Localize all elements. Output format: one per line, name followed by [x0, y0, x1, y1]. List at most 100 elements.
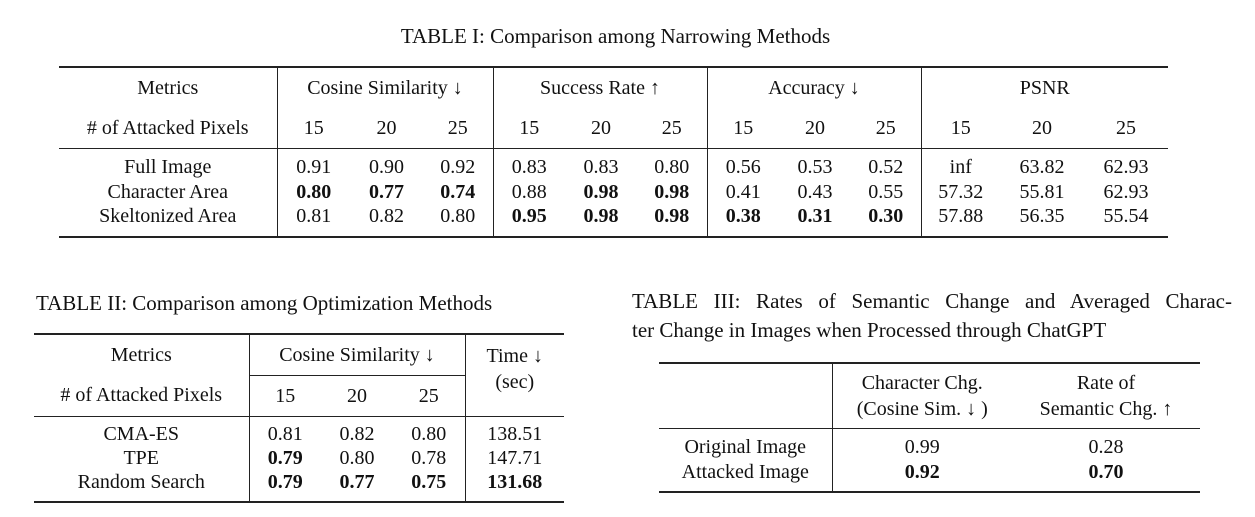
table-row: Skeltonized Area 0.81 0.82 0.80 0.95 0.9…: [59, 204, 1168, 238]
table2-caption: TABLE II: Comparison among Optimization …: [36, 291, 493, 315]
table1-pixels-row: # of Attacked Pixels 15 20 25 15 20 25 1…: [59, 108, 1168, 149]
table-cell: 0.75: [393, 470, 466, 503]
table-cell: 0.70: [1012, 460, 1200, 493]
table-cell: 62.93: [1103, 180, 1149, 203]
table1-caption: TABLE I: Comparison among Narrowing Meth…: [400, 24, 831, 48]
table-row: Character Area 0.80 0.77 0.74 0.88 0.98 …: [59, 179, 1168, 204]
table-cell: 0.81: [277, 204, 350, 238]
table-cell: 0.56: [707, 148, 779, 180]
table3-caption: TABLE III: Rates of Semantic Change and …: [632, 287, 1232, 345]
table-cell: inf: [921, 148, 1000, 180]
table1-metrics-header: Metrics: [59, 66, 278, 108]
table1-pixel-count: 15: [950, 116, 971, 139]
table-cell: 55.54: [1084, 204, 1168, 238]
table-cell: 0.95: [493, 204, 565, 238]
table-cell: 0.92: [423, 148, 494, 180]
table-cell: 0.98: [583, 180, 619, 203]
table-row: Full Image 0.91 0.90 0.92 0.83 0.83 0.80…: [59, 148, 1168, 180]
table1-group-header: Success Rate ↑: [493, 66, 708, 108]
table-cell: 0.38: [707, 204, 779, 238]
table3-col1-line2: (Cosine Sim. ↓ ): [856, 398, 988, 420]
table-cell: 147.71: [487, 447, 543, 469]
table-row: Attacked Image 0.92 0.70: [659, 460, 1200, 493]
table-cell: 0.79: [249, 470, 321, 503]
table3-col1-header: Character Chg. (Cosine Sim. ↓ ): [832, 362, 1012, 429]
table2-row-name: CMA-ES: [34, 416, 250, 446]
table1: Metrics Cosine Similarity ↓ Success Rate…: [59, 66, 1168, 238]
table2-pixels-label: # of Attacked Pixels: [34, 375, 250, 417]
table1-pixel-count: 25: [1116, 116, 1136, 139]
table3-header-row: Character Chg. (Cosine Sim. ↓ ) Rate of …: [659, 362, 1200, 429]
table-cell: 0.83: [565, 148, 637, 180]
table-cell: 0.80: [296, 180, 332, 203]
table-cell: 0.52: [851, 148, 922, 180]
table1-header-row: Metrics Cosine Similarity ↓ Success Rate…: [59, 66, 1168, 108]
table-cell: 0.82: [321, 416, 393, 446]
table-cell: 131.68: [465, 470, 564, 503]
table-cell: 0.78: [393, 446, 466, 470]
table1-group-header: Cosine Similarity ↓: [277, 66, 494, 108]
table-cell: 63.82: [1000, 148, 1084, 180]
table-cell: 56.35: [1000, 204, 1084, 238]
table1-pixel-count: 20: [376, 116, 397, 139]
table-cell: 0.88: [511, 180, 547, 203]
table1-pixel-count: 25: [423, 108, 494, 149]
table-cell: 55.81: [1019, 180, 1065, 203]
table3-caption-line2: ter Change in Images when Processed thro…: [632, 318, 1107, 342]
table-cell: 0.80: [423, 204, 494, 238]
table1-row-name: Skeltonized Area: [59, 204, 278, 238]
table2-time-unit: (sec): [495, 371, 535, 393]
table1-pixel-count: 15: [303, 116, 324, 139]
table-cell: 0.90: [350, 148, 423, 180]
table1-group-header: PSNR: [921, 66, 1168, 108]
table3-row-name: Attacked Image: [659, 460, 833, 493]
table-cell: 0.99: [832, 428, 1012, 460]
table3-caption-line1: TABLE III: Rates of Semantic Change and …: [632, 289, 1232, 313]
table3-col2-line1: Rate of: [1076, 372, 1136, 394]
table-cell: 0.82: [350, 204, 423, 238]
table-cell: 0.80: [393, 416, 466, 446]
table2-metrics-header: Metrics: [34, 333, 250, 376]
table-cell: 0.41: [725, 180, 761, 203]
table-row: CMA-ES 0.81 0.82 0.80 138.51: [34, 416, 564, 446]
table3: Character Chg. (Cosine Sim. ↓ ) Rate of …: [659, 362, 1200, 493]
table-row: Random Search 0.79 0.77 0.75 131.68: [34, 470, 564, 503]
table-cell: 0.98: [637, 204, 708, 238]
table2-header-row: Metrics Cosine Similarity ↓ Time ↓ (sec): [34, 333, 564, 417]
table-cell: 0.80: [339, 447, 375, 469]
table-cell: 0.98: [637, 179, 708, 204]
table-cell: 0.81: [249, 416, 321, 446]
table-cell: 0.77: [321, 470, 393, 503]
table1-pixel-count: 20: [1032, 116, 1052, 139]
table-row: Original Image 0.99 0.28: [659, 428, 1200, 460]
table-cell: 0.28: [1012, 428, 1200, 460]
table-cell: 0.30: [851, 204, 922, 238]
table1-row-name: Character Area: [59, 179, 278, 204]
table-cell: 0.55: [851, 179, 922, 204]
table3-col1-line1: Character Chg.: [861, 372, 983, 394]
table-cell: 0.77: [369, 180, 404, 203]
table1-pixel-count: 25: [637, 108, 708, 149]
table-cell: 138.51: [465, 416, 564, 446]
table1-pixel-count: 25: [851, 108, 922, 149]
table-cell: 0.80: [637, 148, 708, 180]
table-row: TPE 0.79 0.80 0.78 147.71: [34, 446, 564, 470]
table-cell: 0.98: [565, 204, 637, 238]
table2: Metrics Cosine Similarity ↓ Time ↓ (sec)…: [34, 333, 564, 503]
table2-row-name: TPE: [34, 446, 250, 470]
table2-pixel-count: 25: [393, 375, 466, 417]
table2-group-header: Cosine Similarity ↓: [249, 333, 466, 376]
table1-pixel-count: 15: [519, 116, 540, 139]
table3-col2-header: Rate of Semantic Chg. ↑: [1012, 362, 1200, 429]
table3-row-name: Original Image: [659, 428, 833, 460]
table-cell: 0.53: [779, 148, 851, 180]
table-cell: 0.79: [267, 447, 303, 469]
table-cell: 62.93: [1084, 148, 1168, 180]
table2-time-label: Time ↓: [486, 345, 543, 367]
table2-pixels-row: # of Attacked Pixels 15 20 25: [34, 375, 564, 417]
table1-pixel-count: 20: [591, 116, 611, 139]
table-cell: 57.32: [938, 180, 984, 203]
table-cell: 57.88: [921, 204, 1000, 238]
table-cell: 0.91: [277, 148, 350, 180]
table1-pixel-count: 20: [805, 116, 825, 139]
